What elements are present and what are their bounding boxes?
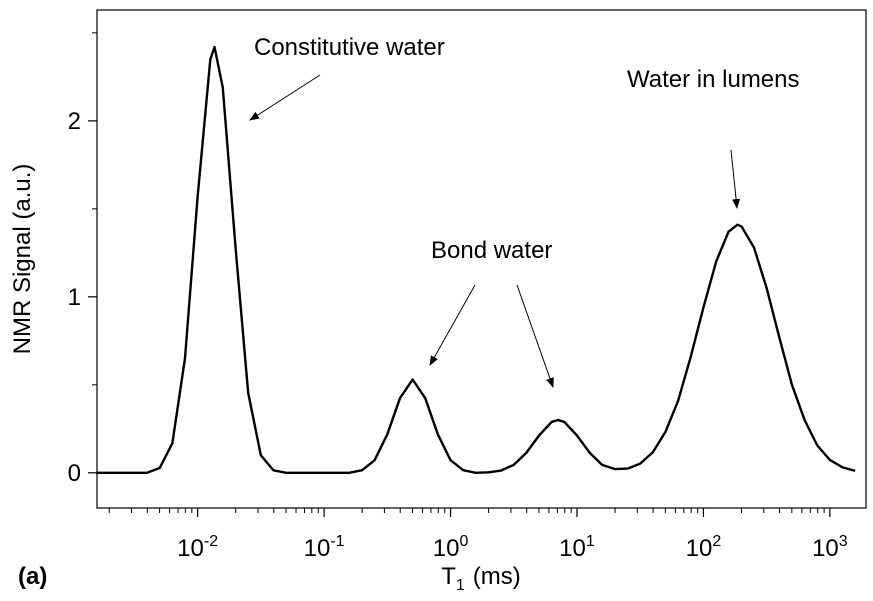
x-tick-exponent: -1 bbox=[330, 533, 344, 550]
x-tick-label: 10-1 bbox=[304, 533, 345, 562]
panel-label: (a) bbox=[18, 563, 47, 590]
arrow bbox=[429, 284, 476, 366]
x-tick-exponent: -2 bbox=[204, 533, 218, 550]
x-tick-base: 10 bbox=[433, 535, 460, 562]
y-axis-label: NMR Signal (a.u.) bbox=[9, 164, 36, 355]
x-tick-exponent: 0 bbox=[459, 533, 468, 550]
x-tick-label: 100 bbox=[433, 533, 469, 562]
annotation: Constitutive water bbox=[254, 34, 445, 61]
x-label-main: T bbox=[441, 563, 456, 590]
arrow bbox=[730, 149, 741, 209]
annotation: Bond water bbox=[431, 237, 552, 264]
x-axis-label: T1 (ms) bbox=[441, 563, 521, 594]
x-tick-label: 102 bbox=[686, 533, 722, 562]
plot-frame bbox=[96, 9, 867, 509]
x-tick-exponent: 1 bbox=[586, 533, 595, 550]
x-label-suffix: (ms) bbox=[473, 563, 521, 590]
y-tick-label: 0 bbox=[68, 460, 81, 487]
y-tick-label: 2 bbox=[68, 108, 81, 135]
x-tick-base: 10 bbox=[177, 535, 204, 562]
annotation: Water in lumens bbox=[627, 66, 800, 93]
x-tick-exponent: 3 bbox=[839, 533, 848, 550]
x-tick-label: 10-2 bbox=[177, 533, 218, 562]
x-tick-label: 103 bbox=[812, 533, 848, 562]
x-tick-base: 10 bbox=[559, 535, 586, 562]
x-label-sub: 1 bbox=[456, 577, 465, 594]
data-line bbox=[96, 45, 856, 475]
arrow bbox=[516, 284, 554, 388]
x-tick-base: 10 bbox=[686, 535, 713, 562]
arrows bbox=[249, 74, 741, 388]
x-tick-exponent: 2 bbox=[712, 533, 721, 550]
x-tick-base: 10 bbox=[304, 535, 331, 562]
y-tick-label: 1 bbox=[68, 284, 81, 311]
x-tick-label: 101 bbox=[559, 533, 595, 562]
arrow bbox=[249, 74, 321, 121]
x-tick-base: 10 bbox=[812, 535, 839, 562]
